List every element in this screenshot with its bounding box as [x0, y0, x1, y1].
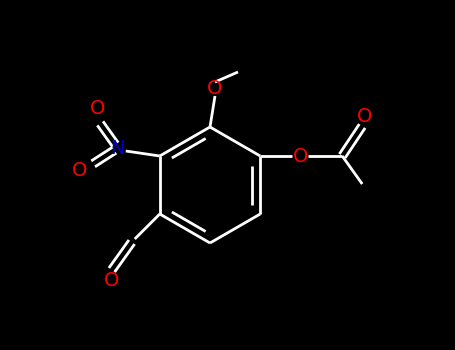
Text: O: O: [357, 106, 372, 126]
Text: O: O: [90, 99, 106, 119]
Text: O: O: [104, 272, 120, 290]
Text: O: O: [72, 161, 87, 181]
Text: O: O: [207, 79, 222, 98]
Text: O: O: [293, 147, 308, 166]
Text: N: N: [111, 139, 125, 158]
